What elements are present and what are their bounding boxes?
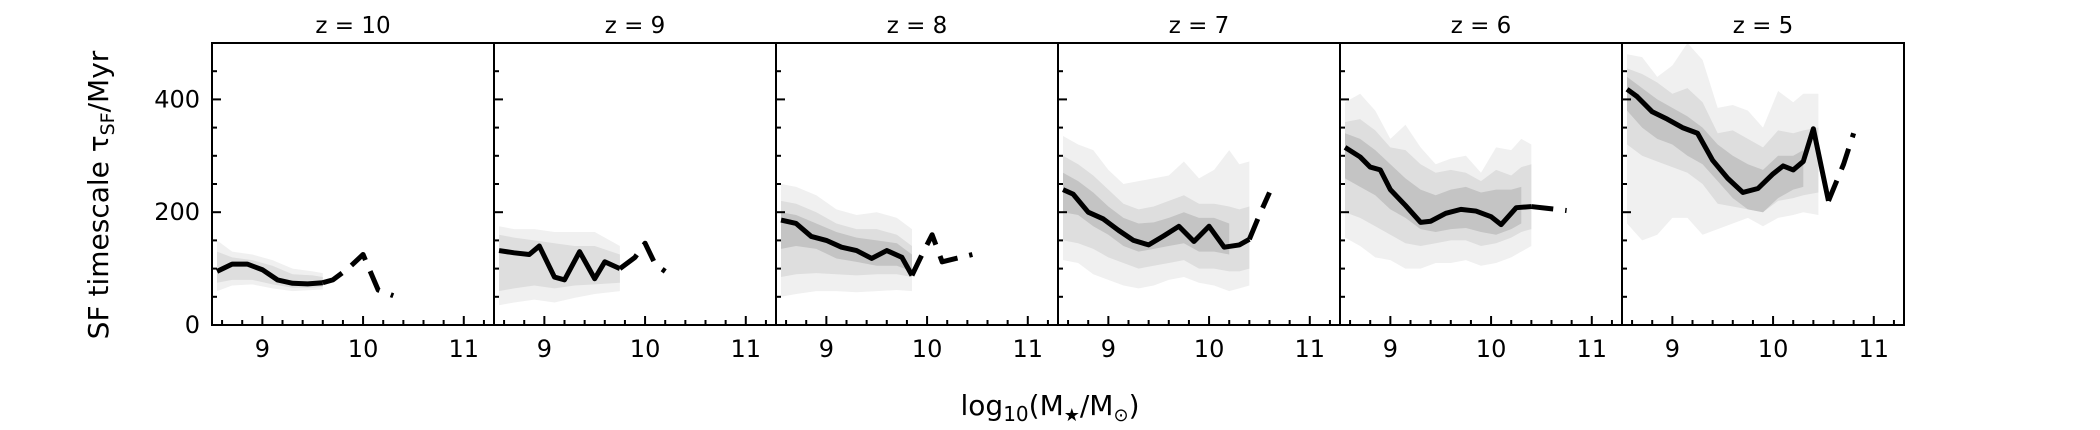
panel-title: z = 6 <box>1451 13 1512 39</box>
median-line-solid <box>1062 187 1251 250</box>
x-label-star: ★ <box>1064 405 1080 426</box>
panel-5: 9 10 11 z = 5 <box>1621 13 1905 363</box>
plot-area <box>215 240 395 299</box>
panel-title: z = 9 <box>605 13 666 39</box>
x-label-close: ) <box>1129 389 1140 422</box>
x-tick-label: 9 <box>1665 335 1680 363</box>
band-mid-percentile-band <box>217 251 323 288</box>
plot-area <box>1062 136 1272 292</box>
panel-1: 9 10 11 z = 9 <box>493 13 777 363</box>
plot-area <box>498 226 667 306</box>
x-tick-label: 9 <box>537 335 552 363</box>
x-tick-label: 10 <box>1758 335 1789 363</box>
x-tick-label: 11 <box>1577 335 1608 363</box>
median-line-solid <box>780 217 915 277</box>
y-tick-label: 0 <box>185 311 200 339</box>
x-tick-label: 10 <box>630 335 661 363</box>
panel-3: 9 10 11 z = 7 <box>1057 13 1341 363</box>
plot-area <box>1625 43 1857 241</box>
panel-title: z = 8 <box>887 13 948 39</box>
panel-2: 9 10 11 z = 8 <box>775 13 1059 363</box>
x-axis-label: log10(M★/M⊙) <box>961 389 1140 426</box>
plot-area <box>780 184 973 297</box>
x-label-open: (M <box>1029 389 1064 422</box>
x-tick-label: 11 <box>1859 335 1890 363</box>
median-line-dashed <box>618 240 667 274</box>
median-line-dashed <box>1247 191 1272 241</box>
band-inner-percentile-band <box>1627 76 1804 213</box>
x-label-sun: ⊙ <box>1113 405 1128 426</box>
x-tick-label: 9 <box>1383 335 1398 363</box>
panel-4: 9 10 11 z = 6 <box>1339 13 1623 363</box>
panel-title: z = 5 <box>1733 13 1794 39</box>
median-line-dashed <box>1826 132 1857 202</box>
y-tick-label: 200 <box>154 198 200 226</box>
x-tick-label: 10 <box>912 335 943 363</box>
panel-title: z = 10 <box>315 13 390 39</box>
x-tick-label: 10 <box>1476 335 1507 363</box>
y-label-sub: SF <box>97 112 119 135</box>
x-tick-label: 9 <box>255 335 270 363</box>
y-axis-label: SF timescale τSF/Myr <box>82 50 119 339</box>
panels: 9 10 11 0 200 400 z = 10 9 10 11 z = 9 9 10 11 z = 8 9 1… <box>154 13 1905 363</box>
x-tick-label: 9 <box>819 335 834 363</box>
x-tick-label: 11 <box>731 335 762 363</box>
median-line-solid <box>215 261 323 287</box>
median-line-dashed <box>322 252 395 299</box>
plot-area <box>1343 93 1567 269</box>
x-tick-label: 10 <box>1194 335 1225 363</box>
x-tick-label: 11 <box>1013 335 1044 363</box>
y-label-unit: /Myr <box>82 50 115 112</box>
median-line-solid <box>1343 145 1532 228</box>
x-label-base: 10 <box>1003 402 1028 426</box>
band-mid-percentile-band <box>499 234 620 292</box>
median-line-solid <box>498 243 621 283</box>
x-label-slash: /M <box>1080 389 1114 422</box>
panel-0: 9 10 11 0 200 400 z = 10 <box>154 13 495 363</box>
median-line-solid <box>1625 87 1831 202</box>
panel-title: z = 7 <box>1169 13 1230 39</box>
x-tick-label: 9 <box>1101 335 1116 363</box>
x-tick-label: 10 <box>348 335 379 363</box>
median-line-dashed <box>909 232 973 277</box>
y-label-main: SF timescale τ <box>82 135 115 339</box>
x-tick-label: 11 <box>1295 335 1326 363</box>
median-line-dashed <box>1531 204 1567 213</box>
y-tick-label: 400 <box>154 85 200 113</box>
x-label-log: log <box>961 389 1004 422</box>
x-tick-label: 11 <box>449 335 480 363</box>
